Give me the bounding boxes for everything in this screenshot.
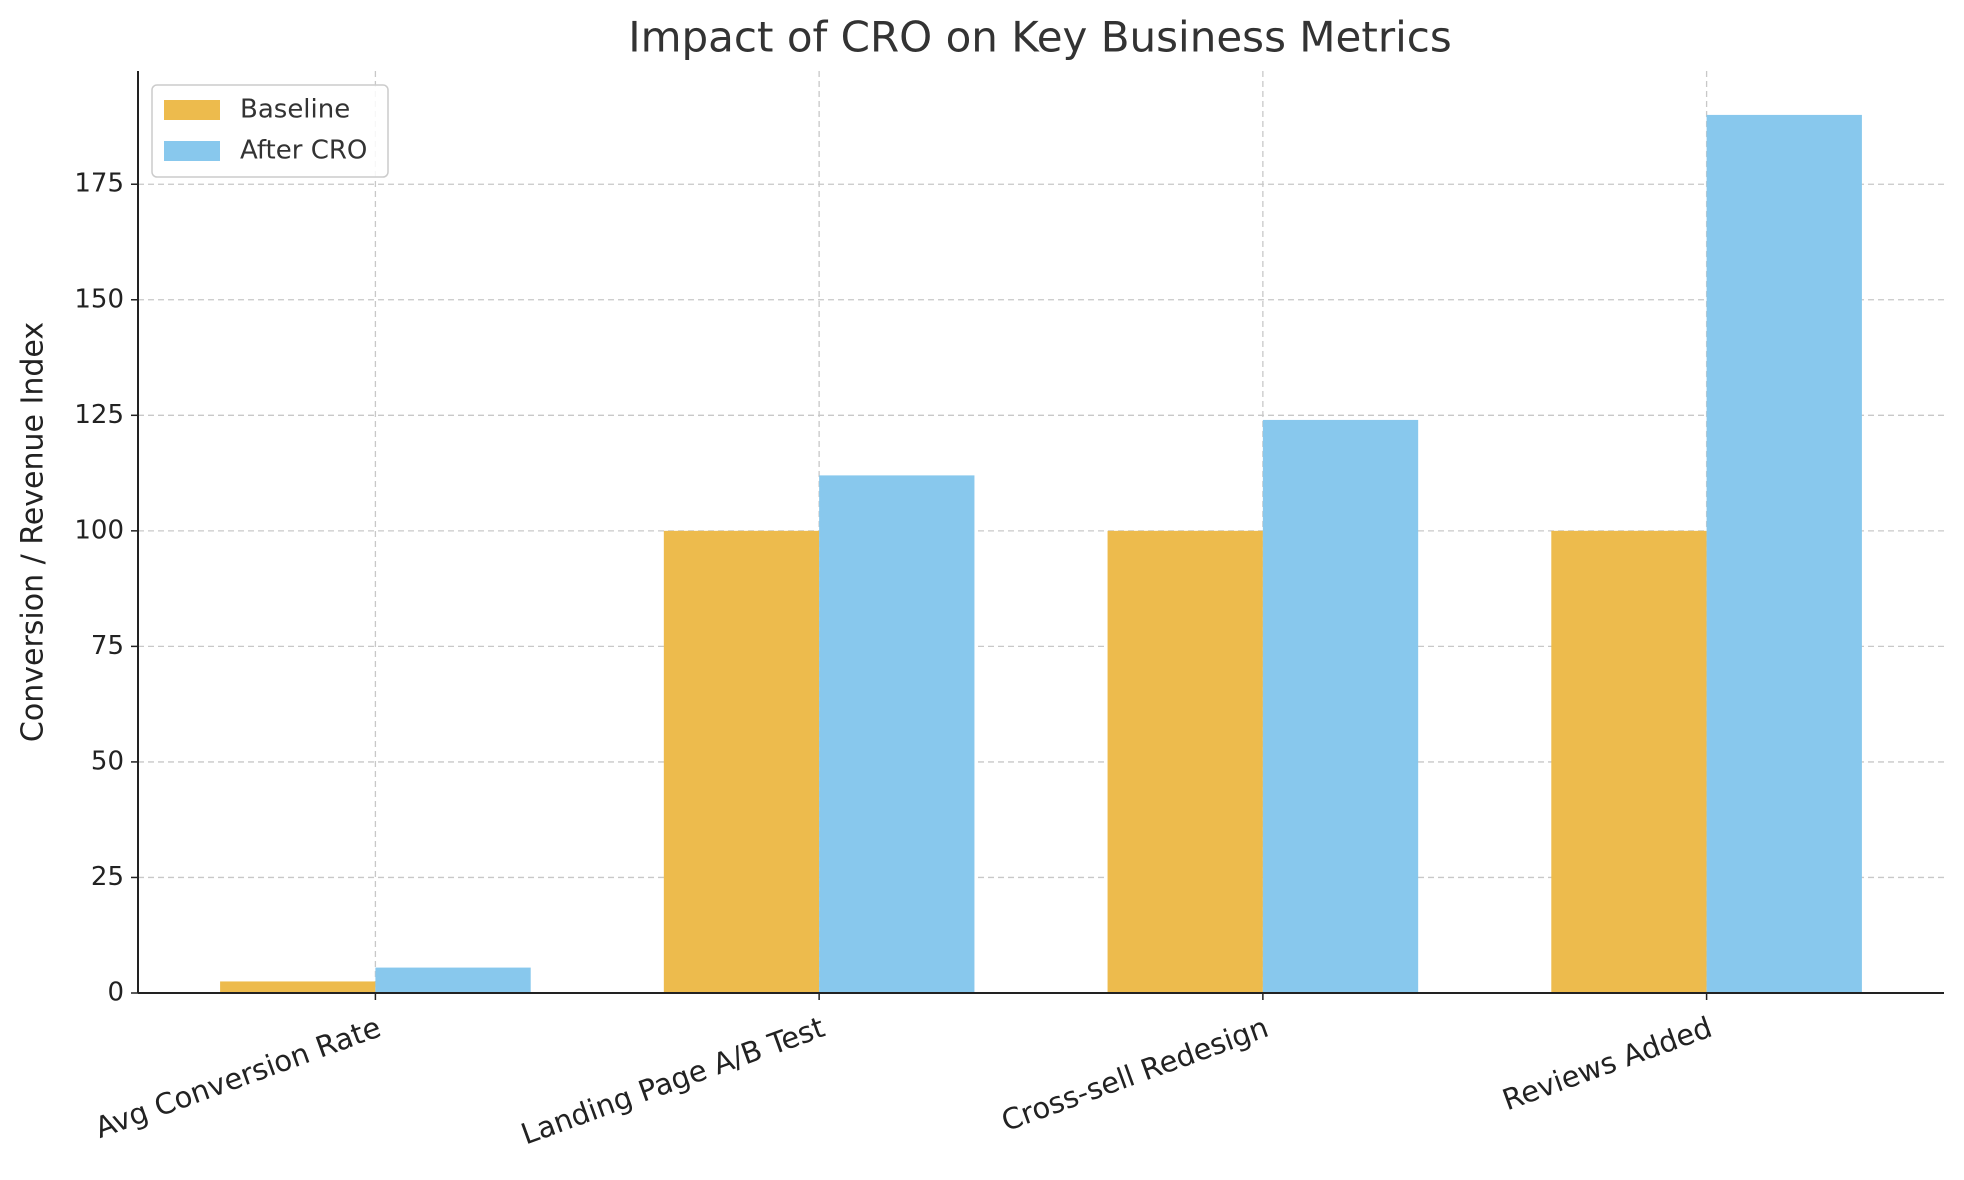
bar: [819, 475, 975, 993]
legend-swatch: [164, 100, 220, 120]
x-tick-label: Avg Conversion Rate: [90, 1010, 385, 1145]
y-tick-label: 50: [91, 746, 124, 776]
y-tick-label: 0: [107, 978, 124, 1008]
y-tick-label: 25: [91, 862, 124, 892]
legend-label: After CRO: [240, 136, 367, 166]
bar: [1107, 530, 1263, 993]
bar: [663, 530, 820, 993]
y-tick-label: 75: [91, 631, 124, 661]
legend-label: Baseline: [240, 95, 350, 125]
y-tick-label: 175: [74, 169, 124, 199]
x-tick-label: Cross-sell Redesign: [997, 1010, 1273, 1138]
chart-title: Impact of CRO on Key Business Metrics: [628, 13, 1452, 62]
legend-swatch: [164, 141, 220, 161]
bar: [375, 967, 531, 993]
x-tick-label: Reviews Added: [1498, 1010, 1717, 1117]
y-tick-label: 150: [74, 284, 124, 314]
x-tick-label: Landing Page A/B Test: [517, 1010, 829, 1151]
bar: [1706, 114, 1862, 993]
y-tick-label: 125: [74, 400, 124, 430]
bar: [1262, 419, 1419, 993]
bar: [220, 981, 376, 993]
bar: [1551, 530, 1707, 993]
y-axis-label: Conversion / Revenue Index: [16, 322, 51, 742]
y-tick-label: 100: [74, 515, 124, 545]
